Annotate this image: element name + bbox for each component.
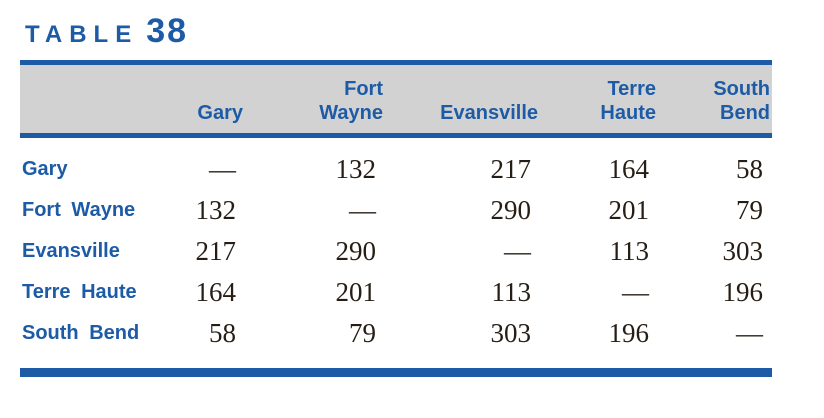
table-row-gary: Gary — 132 217 164 58 <box>20 136 772 191</box>
table-title-word: TABLE <box>25 21 139 48</box>
cell-terre-haute-gary: 164 <box>195 277 237 308</box>
column-header-line: Bend <box>720 101 770 124</box>
column-header-gary: Gary <box>170 59 245 139</box>
row-label-south-bend: South Bend <box>22 322 140 345</box>
cell-evansville-evansville: — <box>504 236 531 267</box>
cell-south-bend-evansville: 303 <box>490 318 532 349</box>
cell-evansville-gary: 217 <box>195 236 237 267</box>
column-header-line: Wayne <box>319 101 383 124</box>
table-row-terre-haute: Terre Haute 164 201 113 — 196 <box>20 272 772 313</box>
cell-evansville-south-bend: 303 <box>722 236 764 267</box>
cell-terre-haute-terre-haute: — <box>622 277 649 308</box>
cell-south-bend-south-bend: — <box>736 318 763 349</box>
cell-fort-wayne-terre-haute: 201 <box>608 195 650 226</box>
cell-terre-haute-south-bend: 196 <box>722 277 764 308</box>
cell-fort-wayne-evansville: 290 <box>490 195 532 226</box>
table-row-evansville: Evansville 217 290 — 113 303 <box>20 231 772 272</box>
cell-fort-wayne-south-bend: 79 <box>736 195 763 226</box>
cell-terre-haute-evansville: 113 <box>491 277 532 308</box>
table-row-fort-wayne: Fort Wayne 132 — 290 201 79 <box>20 190 772 231</box>
column-header-south-bend: South Bend <box>658 59 772 139</box>
cell-gary-fort-wayne: 132 <box>335 154 377 185</box>
column-header-line: Fort <box>344 78 383 100</box>
cell-fort-wayne-fort-wayne: — <box>349 195 376 226</box>
header-row: Gary Fort Wayne Evansville Terre Haute S… <box>20 59 772 139</box>
distance-table: Gary Fort Wayne Evansville Terre Haute S… <box>20 59 772 378</box>
cell-terre-haute-fort-wayne: 201 <box>335 277 377 308</box>
table-row-south-bend: South Bend 58 79 303 196 — <box>20 313 772 373</box>
column-header-line: Haute <box>600 101 656 124</box>
cell-gary-gary: — <box>209 154 236 185</box>
column-header-terre-haute: Terre Haute <box>540 59 658 139</box>
cell-gary-terre-haute: 164 <box>608 154 650 185</box>
cell-fort-wayne-gary: 132 <box>195 195 237 226</box>
corner-cell <box>20 59 170 139</box>
column-header-line: Evansville <box>440 101 538 124</box>
table-title: TABLE 38 <box>25 12 188 51</box>
cell-gary-evansville: 217 <box>490 154 532 185</box>
table-title-number: 38 <box>146 12 189 50</box>
column-header-evansville: Evansville <box>385 59 540 139</box>
column-header-line: Gary <box>197 101 243 124</box>
row-label-terre-haute: Terre Haute <box>22 281 137 304</box>
cell-south-bend-terre-haute: 196 <box>608 318 650 349</box>
cell-evansville-terre-haute: 113 <box>609 236 650 267</box>
cell-south-bend-fort-wayne: 79 <box>349 318 376 349</box>
row-label-evansville: Evansville <box>22 240 120 263</box>
cell-south-bend-gary: 58 <box>209 318 236 349</box>
column-header-fort-wayne: Fort Wayne <box>245 59 385 139</box>
row-label-gary: Gary <box>22 158 68 181</box>
column-header-line: South <box>713 78 770 100</box>
cell-gary-south-bend: 58 <box>736 154 763 185</box>
row-label-fort-wayne: Fort Wayne <box>22 199 136 222</box>
column-header-line: Terre <box>607 78 656 100</box>
cell-evansville-fort-wayne: 290 <box>335 236 377 267</box>
